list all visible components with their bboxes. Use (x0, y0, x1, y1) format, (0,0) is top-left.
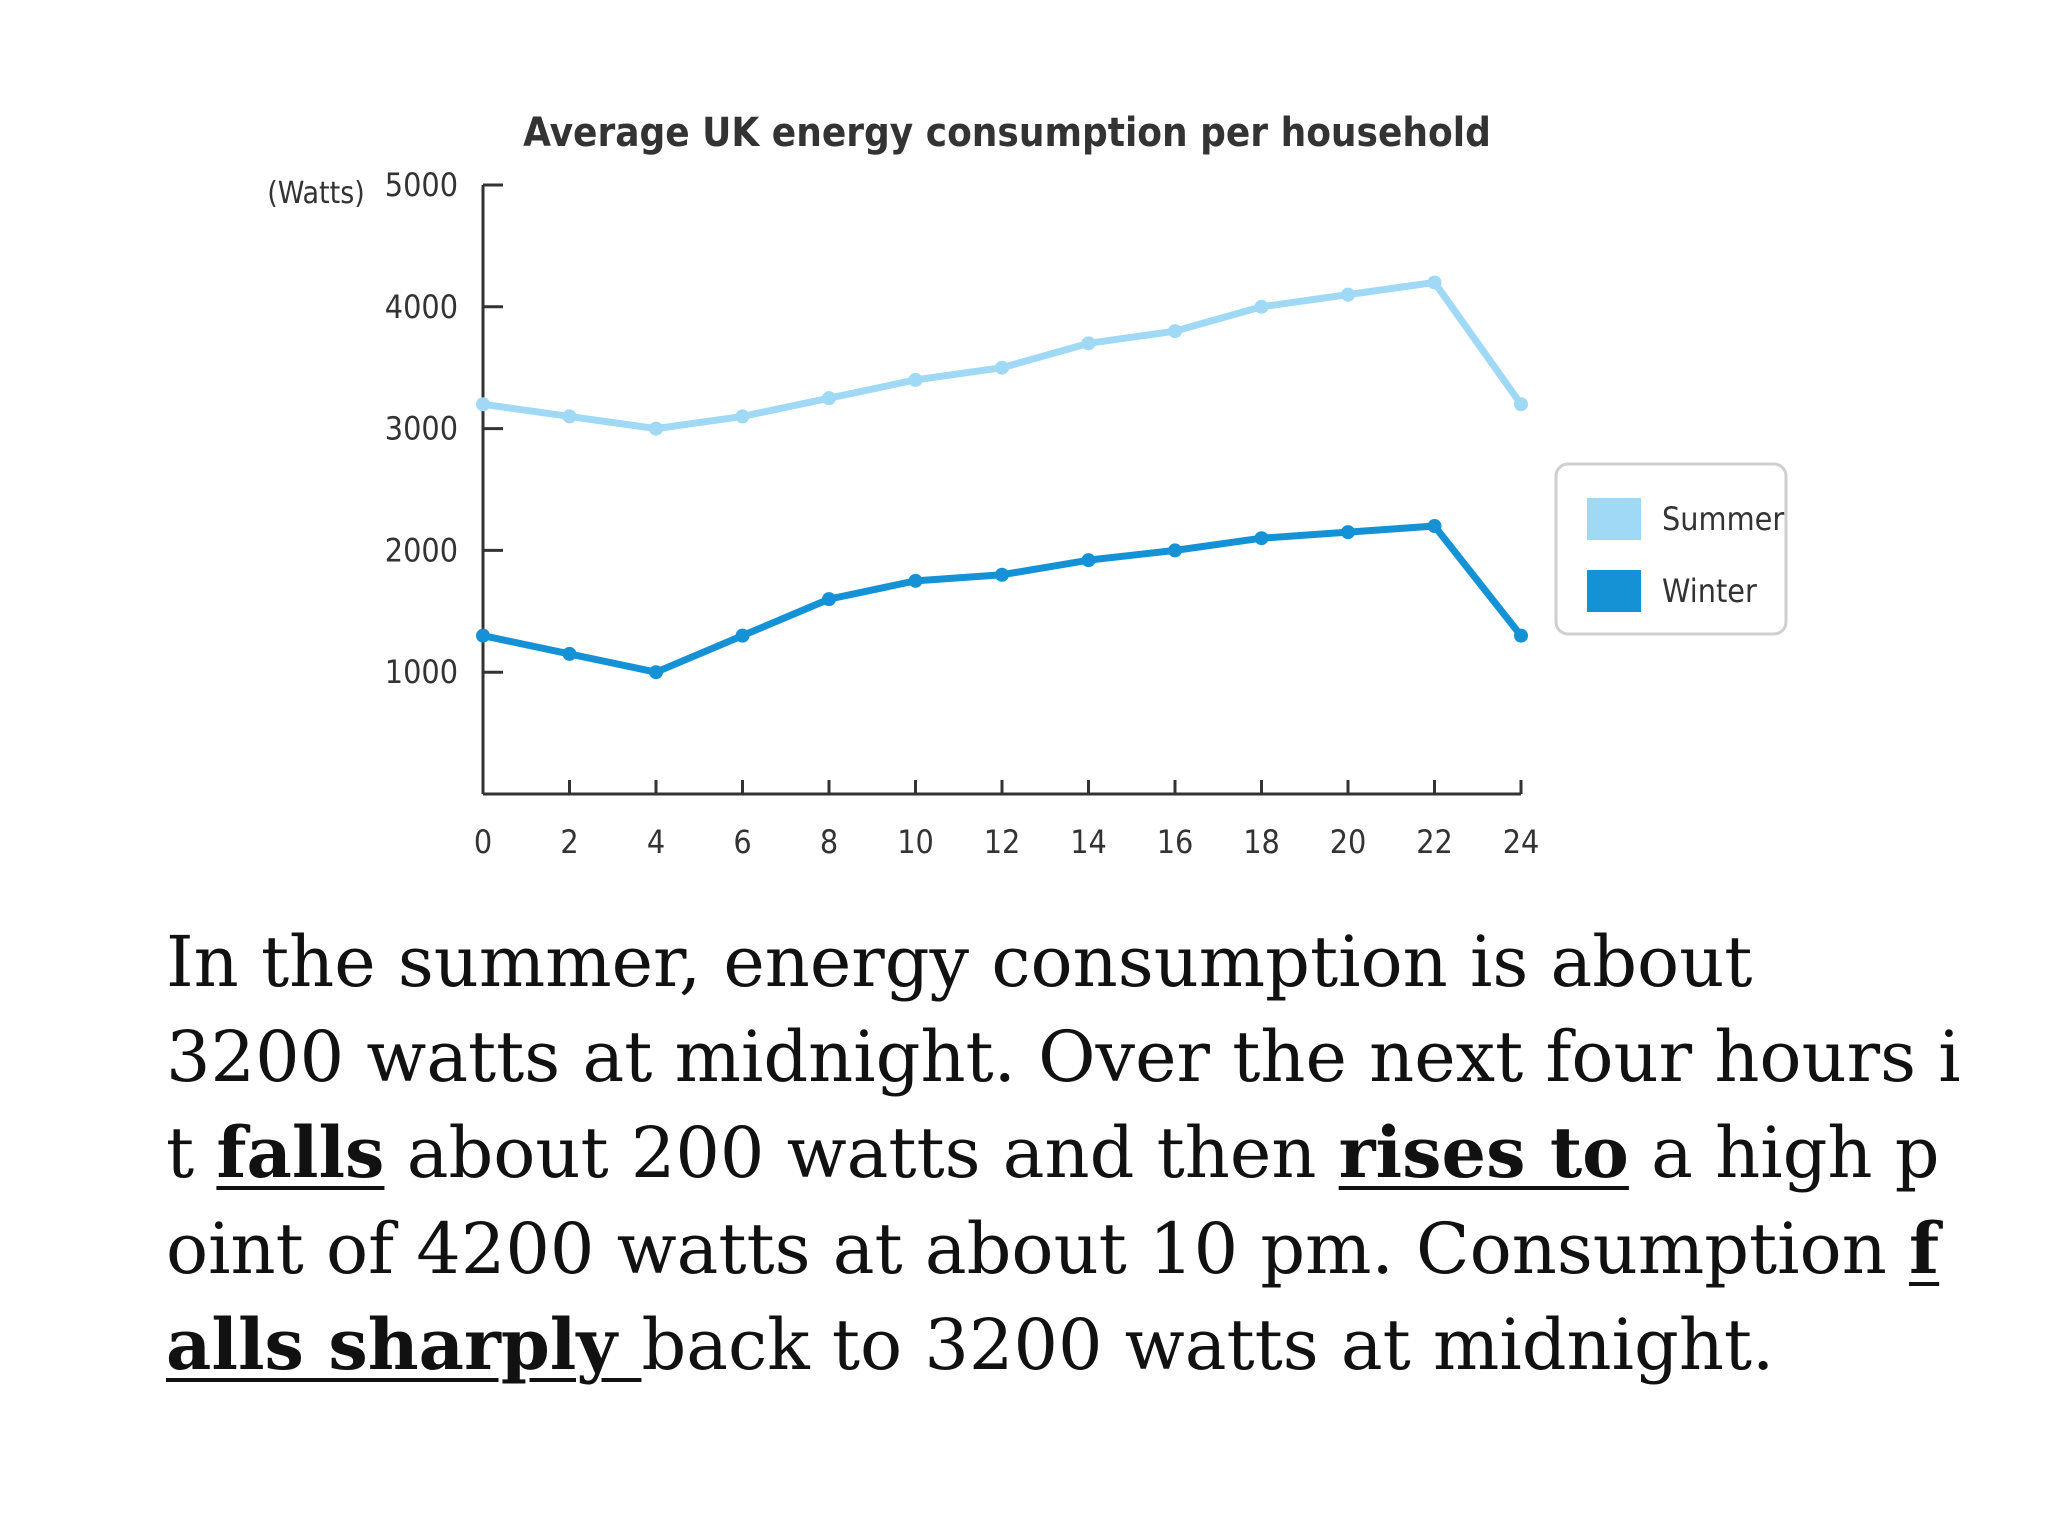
legend-swatch-summer (1587, 498, 1641, 540)
y-tick-label: 1000 (385, 653, 458, 691)
series-layer (476, 275, 1528, 680)
paragraph-line: t falls about 200 watts and then rises t… (166, 1105, 1940, 1201)
winter-data-point (1168, 543, 1182, 558)
summer-data-point (649, 421, 663, 436)
y-axis-label: (Watts) (267, 176, 365, 211)
summer-series-line (479, 278, 1525, 433)
x-tick-label: 18 (1243, 823, 1280, 861)
winter-data-point (649, 665, 663, 680)
summer-data-point (1341, 287, 1355, 302)
summer-data-point (476, 397, 490, 412)
summer-data-point (1081, 336, 1096, 351)
paragraph-text: oint of 4200 watts at about 10 pm. Consu… (166, 1208, 1910, 1290)
summer-data-point (822, 391, 836, 406)
winter-data-point (1427, 519, 1442, 534)
x-tick-label: 2 (560, 823, 578, 861)
x-tick-label: 14 (1070, 823, 1107, 861)
winter-data-point (476, 628, 490, 643)
emphasized-phrase: alls sharply (166, 1303, 642, 1386)
paragraph-text: about 200 watts and then (384, 1112, 1339, 1194)
summer-data-point (1427, 275, 1442, 290)
chart-title: Average UK energy consumption per househ… (523, 110, 1491, 156)
x-tick-label: 8 (820, 823, 838, 861)
x-tick-label: 16 (1157, 823, 1194, 861)
winter-data-point (822, 592, 836, 607)
description-paragraph: In the summer, energy consumption is abo… (166, 915, 1961, 1393)
x-tick-label: 4 (647, 823, 665, 861)
winter-data-point (1514, 628, 1528, 643)
y-tick-label: 2000 (385, 531, 458, 569)
emphasized-phrase: f (1909, 1207, 1940, 1290)
paragraph-line: In the summer, energy consumption is abo… (166, 915, 1936, 1010)
y-tick-label: 3000 (385, 410, 458, 448)
paragraph-text: t (166, 1112, 217, 1194)
winter-data-point (908, 573, 923, 588)
summer-data-point (908, 372, 923, 387)
winter-data-point (562, 646, 577, 661)
paragraph-text: a high p (1628, 1112, 1940, 1194)
legend-label-summer: Summer (1662, 500, 1784, 538)
winter-series-line (479, 522, 1525, 676)
x-tick-label: 0 (474, 823, 492, 861)
winter-data-point (1341, 525, 1355, 540)
y-tick-label: 4000 (385, 288, 458, 326)
x-tick-label: 24 (1503, 823, 1540, 861)
summer-data-point (1168, 324, 1182, 339)
line-chart: Average UK energy consumption per househ… (267, 110, 1788, 861)
summer-data-point (1514, 397, 1528, 412)
paragraph-text: 3200 watts at midnight. Over the next fo… (166, 1016, 1961, 1098)
x-tick-label: 22 (1416, 823, 1453, 861)
winter-data-point (1081, 553, 1096, 568)
emphasized-phrase: rises to (1338, 1111, 1629, 1194)
paragraph-line: 3200 watts at midnight. Over the next fo… (166, 1010, 1961, 1105)
paragraph-text: back to 3200 watts at midnight. (641, 1304, 1775, 1386)
winter-data-point (735, 628, 750, 643)
legend-label-winter: Winter (1662, 572, 1757, 610)
x-tick-label: 10 (897, 823, 934, 861)
emphasized-phrase: falls (216, 1111, 385, 1194)
paragraph-line: alls sharply back to 3200 watts at midni… (166, 1297, 1936, 1393)
legend: Summer Winter (1554, 462, 1788, 636)
winter-data-point (995, 567, 1009, 582)
paragraph-text: In the summer, energy consumption is abo… (166, 921, 1753, 1003)
x-tick-label: 12 (984, 823, 1021, 861)
summer-data-point (995, 360, 1009, 375)
x-tick-label: 20 (1330, 823, 1367, 861)
legend-swatch-winter (1587, 570, 1641, 612)
y-tick-label: 5000 (385, 166, 458, 204)
summer-data-point (735, 409, 750, 424)
summer-data-point (1254, 299, 1269, 314)
paragraph-line: oint of 4200 watts at about 10 pm. Consu… (166, 1201, 1940, 1297)
winter-data-point (1254, 531, 1269, 546)
summer-data-point (562, 409, 577, 424)
x-tick-label: 6 (733, 823, 751, 861)
